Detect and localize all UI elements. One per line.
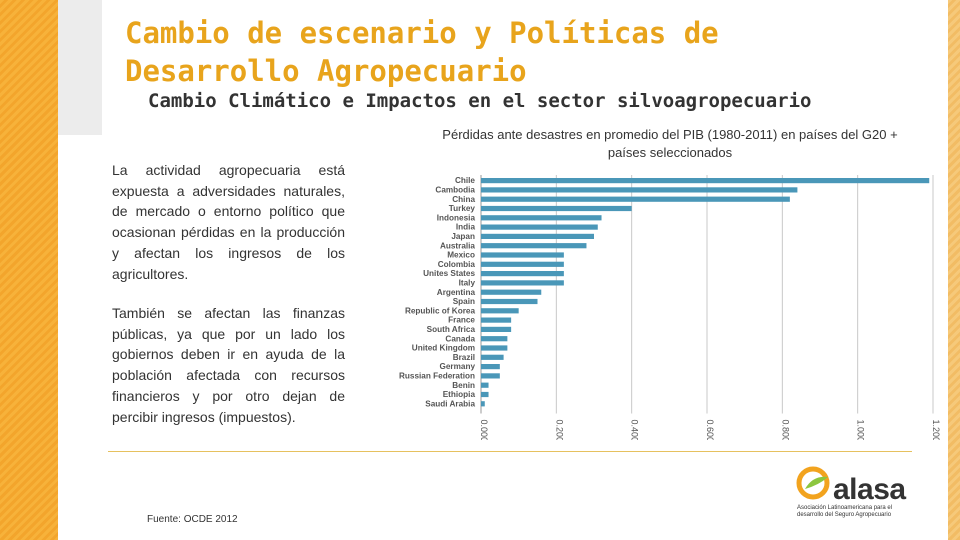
logo-tagline: Asociación Latinoamericana para el desar… <box>797 505 893 518</box>
category-label: India <box>456 223 476 232</box>
category-label: Turkey <box>449 204 476 213</box>
category-label: Spain <box>453 297 475 306</box>
bar <box>481 215 602 221</box>
x-tick-label: 0.400% <box>630 420 640 441</box>
category-label: France <box>448 316 475 325</box>
bar <box>481 224 598 230</box>
bar <box>481 261 564 267</box>
bar <box>481 382 489 388</box>
category-label: Benin <box>452 381 475 390</box>
category-label: South Africa <box>427 325 476 334</box>
bar <box>481 196 790 202</box>
slide-title: Cambio de escenario y Políticas de Desar… <box>125 16 719 88</box>
category-label: Russian Federation <box>399 372 475 381</box>
category-label: Republic of Korea <box>405 306 476 315</box>
right-decorative-band <box>948 0 960 540</box>
x-tick-label: 0.000% <box>479 420 489 441</box>
bar <box>481 298 538 305</box>
category-label: Argentina <box>437 288 476 297</box>
x-tick-label: 1.200% <box>931 420 940 441</box>
bar <box>481 336 508 342</box>
bar <box>481 401 485 407</box>
left-decorative-band <box>0 0 58 540</box>
x-tick-label: 0.200% <box>554 420 564 441</box>
bar <box>481 308 519 314</box>
paragraph-exposure: La actividad agropecuaria está expuesta … <box>112 162 345 282</box>
category-label: Italy <box>459 279 476 288</box>
bar <box>481 178 930 184</box>
bar <box>481 326 512 332</box>
category-label: Cambodia <box>435 186 475 195</box>
bar <box>481 345 508 351</box>
bar <box>481 243 587 249</box>
category-label: Mexico <box>447 251 475 260</box>
x-tick-label: 0.800% <box>780 420 790 441</box>
bar <box>481 373 500 379</box>
bar <box>481 391 489 398</box>
category-label: United Kingdom <box>412 344 475 353</box>
bar <box>481 233 594 239</box>
category-label: Indonesia <box>437 213 476 222</box>
slide-subtitle: Cambio Climático e Impactos en el sector… <box>148 90 812 112</box>
chart-title: Pérdidas ante desastres en promedio del … <box>442 127 898 160</box>
category-label: Germany <box>440 362 476 371</box>
source-note: Fuente: OCDE 2012 <box>147 514 238 525</box>
x-tick-label: 0.600% <box>705 420 715 441</box>
x-tick-label: 1.000% <box>856 420 866 441</box>
bar <box>481 252 564 258</box>
category-label: Canada <box>445 334 475 343</box>
bar <box>481 364 500 370</box>
bar <box>481 187 798 193</box>
category-label: Ethiopia <box>443 390 476 399</box>
alasa-logo: alasa Asociación Latinoamericana para el… <box>795 465 920 525</box>
bar <box>481 289 542 295</box>
bar <box>481 271 564 277</box>
category-label: Chile <box>455 176 475 185</box>
bar <box>481 317 512 323</box>
logo-wordmark: alasa <box>833 473 906 506</box>
bar <box>481 280 564 286</box>
category-label: Colombia <box>438 260 476 269</box>
paragraph-public-finances: También se afectan las finanzas públicas… <box>112 305 345 425</box>
section-divider <box>108 451 912 452</box>
alasa-logo-icon <box>796 466 830 500</box>
category-label: Unites States <box>423 269 475 278</box>
category-label: Brazil <box>453 353 475 362</box>
bar-chart: 0.000% 0.200% 0.400% 0.600% 0.800% 1.000% 1.20… <box>399 175 940 441</box>
category-label: Australia <box>440 241 475 250</box>
bar <box>481 354 504 360</box>
category-label: Japan <box>451 232 475 241</box>
category-label: China <box>452 195 475 204</box>
bar <box>481 205 632 212</box>
left-gray-panel <box>58 0 102 135</box>
category-label: Saudi Arabia <box>425 399 475 408</box>
